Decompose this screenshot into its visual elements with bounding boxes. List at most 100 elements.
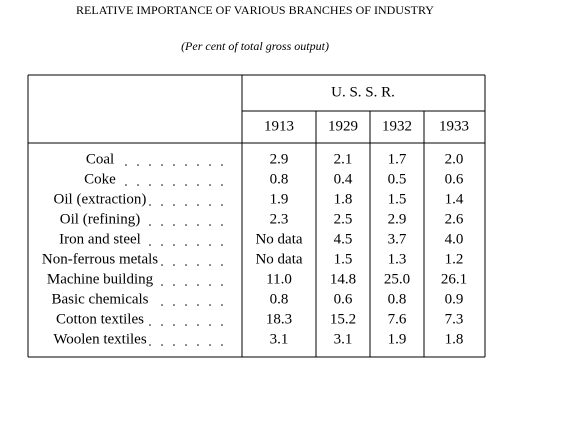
cell: 1.3 bbox=[388, 251, 407, 267]
leader-dot bbox=[125, 184, 127, 186]
leader-dot bbox=[197, 324, 199, 326]
leader-dot bbox=[161, 344, 163, 346]
group-header: U. S. S. R. bbox=[331, 84, 395, 100]
leader-dot bbox=[161, 324, 163, 326]
leader-dot bbox=[125, 164, 127, 166]
cell: 0.6 bbox=[334, 291, 353, 307]
cell: 0.4 bbox=[334, 171, 353, 187]
cell: 2.0 bbox=[445, 151, 464, 167]
cell: 1.8 bbox=[334, 191, 353, 207]
cell: 0.9 bbox=[445, 291, 464, 307]
cell: 2.9 bbox=[388, 211, 407, 227]
cell: 7.6 bbox=[388, 311, 407, 327]
cell: 18.3 bbox=[266, 311, 292, 327]
leader-dot bbox=[185, 344, 187, 346]
cell: 1.9 bbox=[388, 331, 407, 347]
leader-dot bbox=[173, 304, 175, 306]
column-header: 1929 bbox=[328, 118, 358, 134]
leader-dot bbox=[173, 264, 175, 266]
leader-dot bbox=[149, 184, 151, 186]
leader-dot bbox=[185, 184, 187, 186]
leader-dot bbox=[209, 204, 211, 206]
leader-dot bbox=[209, 324, 211, 326]
cell: No data bbox=[255, 251, 302, 267]
subtitle: (Per cent of total gross output) bbox=[181, 39, 329, 53]
leader-dot bbox=[161, 184, 163, 186]
leader-dot bbox=[149, 244, 151, 246]
cell: 0.6 bbox=[445, 171, 464, 187]
leader-dot bbox=[161, 224, 163, 226]
row-label: Non-ferrous metals bbox=[42, 251, 158, 267]
cell: 0.5 bbox=[388, 171, 407, 187]
leader-dot bbox=[149, 344, 151, 346]
leader-dot bbox=[149, 224, 151, 226]
leader-dot bbox=[185, 304, 187, 306]
cell: 1.8 bbox=[445, 331, 464, 347]
leader-dot bbox=[221, 304, 223, 306]
row-label: Coke bbox=[84, 171, 116, 187]
leader-dot bbox=[197, 224, 199, 226]
leader-dot bbox=[137, 184, 139, 186]
leader-dot bbox=[173, 244, 175, 246]
leader-dot bbox=[209, 184, 211, 186]
leader-dot bbox=[137, 164, 139, 166]
leader-dot bbox=[185, 244, 187, 246]
cell: 3.7 bbox=[388, 231, 407, 247]
leader-dot bbox=[185, 264, 187, 266]
column-header: 1932 bbox=[382, 118, 412, 134]
cell: 25.0 bbox=[384, 271, 410, 287]
cell: 2.1 bbox=[334, 151, 353, 167]
leader-dot bbox=[197, 164, 199, 166]
leader-dot bbox=[149, 204, 151, 206]
row-label: Basic chemicals bbox=[51, 291, 148, 307]
leader-dot bbox=[149, 164, 151, 166]
leader-dot bbox=[221, 224, 223, 226]
row-label: Cotton textiles bbox=[56, 311, 144, 327]
leader-dot bbox=[173, 204, 175, 206]
row-label: Woolen textiles bbox=[53, 331, 147, 347]
leader-dot bbox=[173, 164, 175, 166]
row-label: Oil (refining) bbox=[60, 211, 140, 227]
leader-dot bbox=[173, 344, 175, 346]
leader-dot bbox=[173, 224, 175, 226]
leader-dot bbox=[185, 224, 187, 226]
cell: 1.2 bbox=[445, 251, 464, 267]
table-borders bbox=[27, 74, 486, 358]
leader-dot bbox=[221, 184, 223, 186]
cell: 14.8 bbox=[330, 271, 356, 287]
leader-dot bbox=[197, 304, 199, 306]
leader-dot bbox=[221, 244, 223, 246]
leader-dot bbox=[197, 184, 199, 186]
leader-dot bbox=[197, 344, 199, 346]
leader-dot bbox=[161, 244, 163, 246]
cell: 3.1 bbox=[270, 331, 289, 347]
leader-dot bbox=[161, 164, 163, 166]
leader-dot bbox=[221, 324, 223, 326]
cell: 4.5 bbox=[334, 231, 353, 247]
cell: 1.5 bbox=[388, 191, 407, 207]
row-label: Iron and steel bbox=[59, 231, 141, 247]
leader-dot bbox=[197, 204, 199, 206]
row-label: Machine building bbox=[47, 271, 154, 287]
leader-dot bbox=[173, 184, 175, 186]
cell: 11.0 bbox=[266, 271, 292, 287]
cell: 1.4 bbox=[445, 191, 464, 207]
cell: 1.7 bbox=[388, 151, 407, 167]
column-header: 1913 bbox=[264, 118, 294, 134]
leader-dot bbox=[221, 344, 223, 346]
leader-dot bbox=[161, 204, 163, 206]
leader-dot bbox=[197, 284, 199, 286]
leader-dot bbox=[185, 324, 187, 326]
cell: 2.9 bbox=[270, 151, 289, 167]
leader-dot bbox=[221, 264, 223, 266]
leader-dot bbox=[161, 284, 163, 286]
leader-dot bbox=[185, 284, 187, 286]
cell: 2.5 bbox=[334, 211, 353, 227]
leader-dot bbox=[209, 264, 211, 266]
title: RELATIVE IMPORTANCE OF VARIOUS BRANCHES … bbox=[76, 3, 434, 17]
leader-dot bbox=[209, 304, 211, 306]
cell: 4.0 bbox=[445, 231, 464, 247]
cell: 26.1 bbox=[441, 271, 467, 287]
cell: 2.6 bbox=[445, 211, 464, 227]
